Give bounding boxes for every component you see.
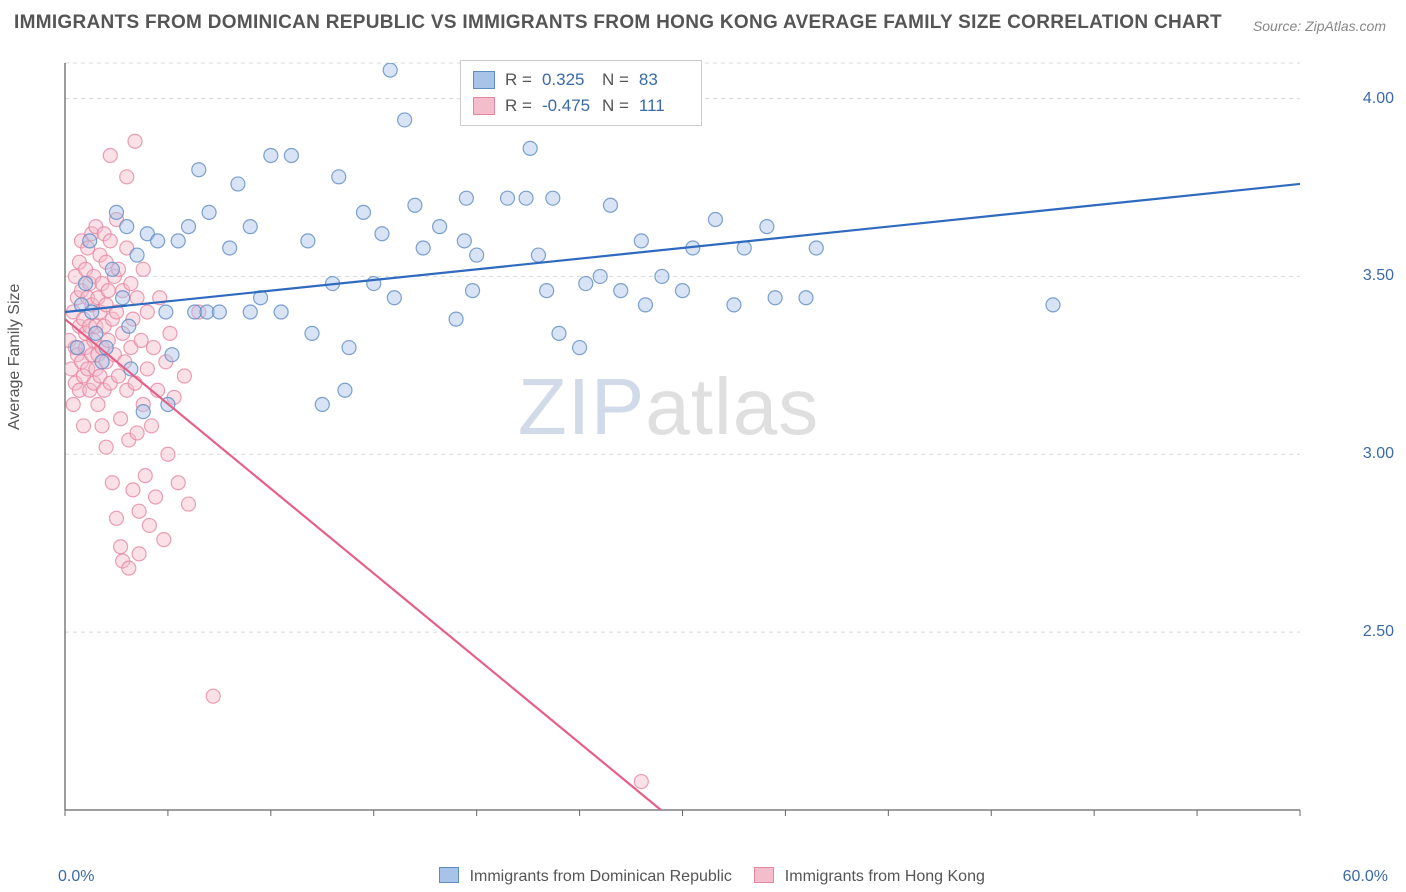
y-tick: 3.50 — [1363, 267, 1394, 285]
y-tick: 3.00 — [1363, 445, 1394, 463]
bottom-legend: Immigrants from Dominican Republic Immig… — [0, 867, 1406, 886]
scatter-chart — [55, 55, 1355, 840]
stat-n-value-0: 83 — [639, 70, 689, 90]
stat-swatch-0 — [473, 71, 495, 89]
stat-swatch-1 — [473, 97, 495, 115]
y-tick: 4.00 — [1363, 90, 1394, 108]
chart-title: IMMIGRANTS FROM DOMINICAN REPUBLIC VS IM… — [14, 12, 1222, 34]
stat-r-label-1: R = — [505, 96, 532, 116]
stat-r-label-0: R = — [505, 70, 532, 90]
stat-legend: R = 0.325 N = 83 R = -0.475 N = 111 — [460, 60, 702, 126]
legend-label-0: Immigrants from Dominican Republic — [470, 868, 732, 885]
stat-r-value-0: 0.325 — [542, 70, 592, 90]
stat-n-label-0: N = — [602, 70, 629, 90]
y-axis-label: Average Family Size — [6, 284, 24, 430]
legend-swatch-1 — [754, 867, 774, 883]
legend-swatch-0 — [439, 867, 459, 883]
stat-r-value-1: -0.475 — [542, 96, 592, 116]
y-tick: 2.50 — [1363, 623, 1394, 641]
source-label: Source: ZipAtlas.com — [1253, 18, 1386, 34]
stat-n-value-1: 111 — [639, 96, 689, 116]
stat-n-label-1: N = — [602, 96, 629, 116]
legend-label-1: Immigrants from Hong Kong — [785, 868, 985, 885]
chart-area — [55, 55, 1355, 840]
